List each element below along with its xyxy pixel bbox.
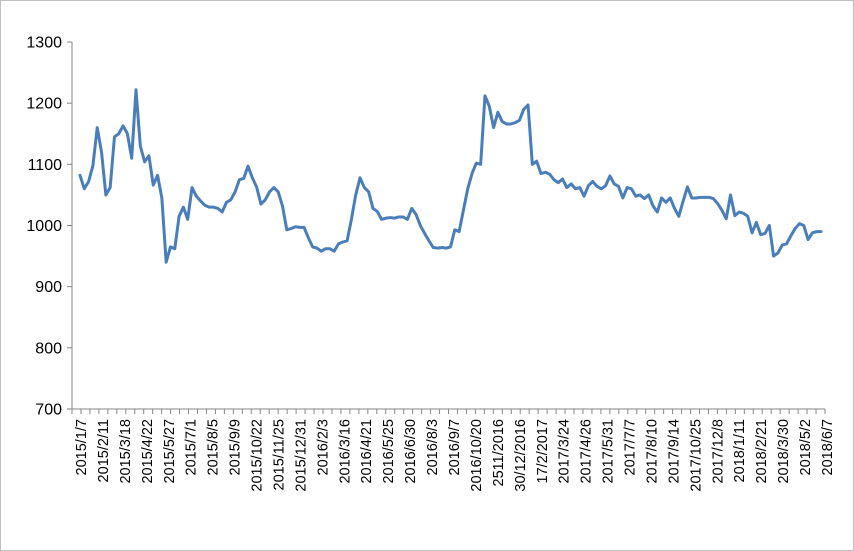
x-tick-label: 2018/2/21 — [754, 419, 770, 484]
x-tick-label: 2016/9/7 — [447, 419, 463, 475]
x-tick-label: 2017/7/7 — [623, 419, 639, 475]
y-tick-label: 800 — [35, 340, 62, 357]
x-tick-label: 2015/8/5 — [206, 419, 222, 475]
y-tick-label: 1300 — [26, 35, 62, 52]
x-tick-label: 2017/9/14 — [666, 419, 682, 484]
x-tick-label: 2017/4/26 — [579, 419, 595, 484]
x-tick-label: 2018/5/2 — [798, 419, 814, 475]
y-tick-label: 1000 — [26, 218, 62, 235]
y-tick-label: 900 — [35, 279, 62, 296]
y-tick-label: 1100 — [28, 157, 63, 174]
x-tick-label: 30/12/2016 — [513, 419, 529, 492]
x-tick-label: 2017/10/25 — [688, 419, 704, 492]
x-tick-label: 17/2/2017 — [535, 419, 551, 484]
y-axis-ticks: 700 800 900 1000 1100 1200 1300 — [26, 35, 72, 419]
x-tick-label: 2015/11/25 — [271, 419, 287, 491]
x-tick-label: 2511/2016 — [491, 419, 507, 486]
x-tick-label: 2015/4/22 — [140, 419, 156, 484]
x-tick-label: 2018/6/7 — [820, 419, 836, 475]
x-tick-label: 2015/9/9 — [228, 419, 244, 475]
x-tick-label: 2016/5/25 — [381, 419, 397, 484]
x-tick-label: 2015/12/31 — [293, 419, 309, 492]
x-tick-label: 2015/10/22 — [250, 419, 266, 492]
x-tick-label: 2015/2/11 — [96, 419, 112, 482]
x-tick-label: 2015/1/7 — [74, 419, 90, 475]
x-tick-label: 2018/1/11 — [732, 419, 748, 482]
x-tick-label: 2016/10/20 — [469, 419, 485, 492]
x-tick-label: 2016/6/30 — [403, 419, 419, 484]
y-tick-label: 700 — [35, 402, 62, 419]
x-axis-ticks: 2015/1/7 2015/2/11 2015/3/18 2015/4/22 2015/… — [71, 409, 836, 492]
x-tick-label: 2017/3/24 — [557, 419, 573, 484]
x-tick-label: 2017/5/31 — [601, 419, 617, 484]
x-tick-label: 2016/8/3 — [425, 419, 441, 475]
x-tick-label: 2015/3/18 — [118, 419, 134, 484]
y-tick-label: 1200 — [26, 96, 62, 113]
x-tick-label: 2017/12/8 — [710, 419, 726, 484]
x-tick-label: 2015/7/1 — [184, 419, 200, 475]
x-tick-label: 2016/2/3 — [315, 419, 331, 475]
x-tick-label: 2017/8/10 — [644, 419, 660, 484]
x-tick-label: 2016/4/21 — [359, 419, 375, 484]
series-line — [78, 88, 823, 264]
x-tick-label: 2018/3/30 — [776, 419, 792, 484]
x-tick-label: 2015/5/27 — [162, 419, 178, 484]
x-tick-label: 2016/3/16 — [337, 419, 353, 484]
